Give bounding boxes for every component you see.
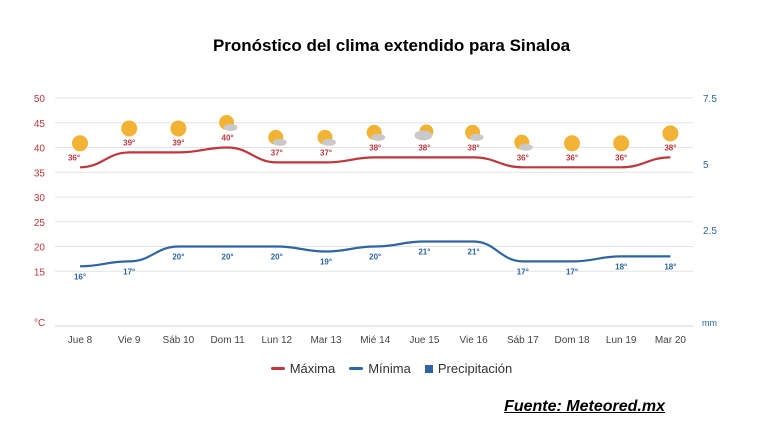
y-tick-left: 35 xyxy=(34,168,46,179)
y-tick-left: 45 xyxy=(34,119,46,130)
sun-cloud-icon xyxy=(514,134,533,151)
data-label-min: 16° xyxy=(74,272,86,281)
x-tick-label: Mar 20 xyxy=(655,335,687,346)
sun-icon xyxy=(662,125,679,142)
sun-disc xyxy=(121,120,138,137)
grid-lines xyxy=(55,97,693,272)
data-label-max: 37° xyxy=(271,148,283,157)
cloud-shape xyxy=(322,138,336,146)
source-credit: Fuente: Meteored.mx xyxy=(504,398,665,415)
sun-disc xyxy=(613,135,630,152)
y-axis-label-left: °C xyxy=(34,318,45,329)
data-label-max: 39° xyxy=(123,138,135,147)
data-label-max: 39° xyxy=(172,138,184,147)
data-label-min: 21° xyxy=(418,248,430,257)
cloud-shape xyxy=(371,133,386,141)
y-tick-right: 5 xyxy=(703,160,709,171)
legend-swatch-min xyxy=(349,367,364,370)
data-label-min: 19° xyxy=(320,257,332,266)
legend-item-precip[interactable]: Precipitación xyxy=(424,361,513,376)
data-label-max: 36° xyxy=(68,153,80,162)
data-label-min: 20° xyxy=(222,253,234,262)
sun-icon xyxy=(72,135,88,152)
forecast-chart: 50 45 40 35 30 25 20 15 °C 7.5 5 2.5 mm Jue 8 Vie 9 S… xyxy=(34,94,717,346)
legend-label-max: Máxima xyxy=(289,361,336,376)
data-label-max: 36° xyxy=(517,153,529,162)
sun-disc xyxy=(170,120,187,137)
legend-swatch-max xyxy=(270,367,285,370)
data-label-max: 36° xyxy=(566,153,578,162)
y-axis-label-right: mm xyxy=(702,318,717,328)
sun-cloud-icon xyxy=(268,129,287,146)
sun-icon xyxy=(170,120,187,137)
sun-disc xyxy=(662,125,679,142)
series-lines xyxy=(79,146,671,268)
sun-icon xyxy=(564,135,580,152)
data-label-max: 38° xyxy=(369,143,381,152)
data-label-min: 21° xyxy=(468,248,480,257)
x-tick-label: Jue 8 xyxy=(68,335,93,346)
cloud-shape xyxy=(414,130,433,141)
y-axis-right: 7.5 5 2.5 mm xyxy=(702,94,717,328)
data-label-max: 38° xyxy=(418,143,430,152)
sun-disc xyxy=(72,135,88,152)
x-tick-label: Sáb 10 xyxy=(163,335,195,346)
x-tick-label: Sáb 17 xyxy=(507,335,539,346)
x-tick-label: Lun 12 xyxy=(262,335,293,346)
sun-cloud-icon xyxy=(465,124,484,141)
page-title: Pronóstico del clima extendido para Sina… xyxy=(212,36,571,55)
sun-cloud-icon xyxy=(317,129,336,146)
weather-icons xyxy=(72,115,679,152)
data-label-min: 17° xyxy=(123,267,135,276)
x-tick-label: Vie 9 xyxy=(118,335,141,346)
sun-cloud-icon xyxy=(219,115,238,131)
data-label-min: 17° xyxy=(566,267,578,276)
legend-label-precip: Precipitación xyxy=(437,361,513,376)
x-tick-label: Jue 15 xyxy=(409,335,439,346)
x-tick-label: Mié 14 xyxy=(360,335,390,346)
data-labels: 36° 39° 39° 40° 37° 37° 38° 38° 38° 36° 36° 36° 38° 1… xyxy=(68,134,677,282)
legend-label-min: Mínima xyxy=(368,361,411,376)
cloud-shape xyxy=(469,133,484,141)
cloud-shape xyxy=(272,138,287,146)
legend: Máxima Mínima Precipitación xyxy=(0,361,783,376)
y-tick-left: 40 xyxy=(34,144,46,155)
sun-icon xyxy=(613,135,630,152)
legend-swatch-precip xyxy=(424,364,433,373)
sun-disc xyxy=(564,135,580,152)
y-tick-left: 30 xyxy=(34,193,46,204)
data-label-min: 18° xyxy=(664,262,676,271)
cloud-shape xyxy=(518,143,533,151)
data-label-min: 20° xyxy=(172,253,184,262)
data-label-max: 40° xyxy=(222,134,234,143)
y-tick-left: 25 xyxy=(34,218,46,229)
y-tick-left: 15 xyxy=(34,267,46,278)
x-tick-label: Vie 16 xyxy=(460,335,489,346)
y-tick-left: 50 xyxy=(34,94,46,105)
data-label-min: 20° xyxy=(271,253,283,262)
y-tick-left: 20 xyxy=(34,243,46,254)
legend-item-min[interactable]: Mínima xyxy=(349,361,411,376)
legend-item-max[interactable]: Máxima xyxy=(270,361,336,376)
y-tick-right: 7.5 xyxy=(703,94,717,105)
x-tick-label: Lun 19 xyxy=(606,335,637,346)
x-tick-label: Mar 13 xyxy=(310,335,342,346)
y-tick-right: 2.5 xyxy=(703,226,717,237)
data-label-max: 38° xyxy=(664,143,676,152)
sun-icon xyxy=(121,120,138,137)
cloud-sun-icon xyxy=(414,124,434,141)
sun-cloud-icon xyxy=(366,124,386,141)
x-tick-label: Dom 11 xyxy=(210,335,245,346)
data-label-max: 36° xyxy=(615,153,627,162)
x-tick-label: Dom 18 xyxy=(554,335,589,346)
data-label-max: 38° xyxy=(468,143,480,152)
y-axis-left: 50 45 40 35 30 25 20 15 °C xyxy=(34,94,46,329)
data-label-max: 37° xyxy=(320,148,332,157)
data-label-min: 18° xyxy=(615,262,627,271)
x-axis: Jue 8 Vie 9 Sáb 10 Dom 11 Lun 12 Mar 13 Mié 14… xyxy=(55,325,693,346)
data-label-min: 17° xyxy=(517,267,529,276)
data-label-min: 20° xyxy=(369,253,381,262)
cloud-shape xyxy=(223,124,238,131)
